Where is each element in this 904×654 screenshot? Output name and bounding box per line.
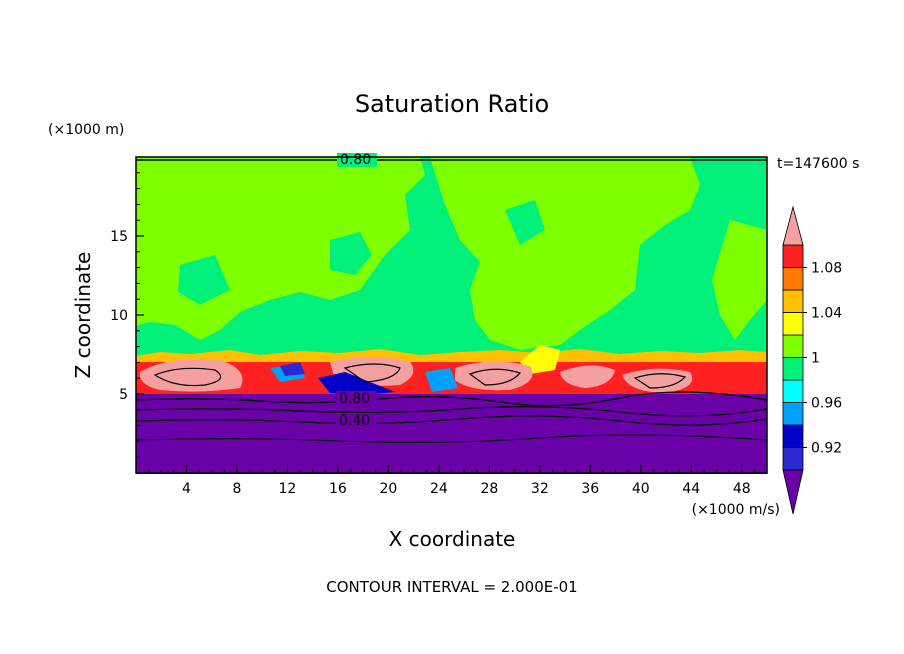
y-axis-ticks: 5 10 15: [110, 172, 144, 458]
upper-region-green-island-3: [505, 200, 545, 245]
x-axis-unit: (×1000 m/s): [692, 502, 780, 518]
x-tick-label: 40: [632, 481, 650, 497]
colorbar-swatch: [782, 312, 804, 336]
contour-interval-label: CONTOUR INTERVAL = 2.000E-01: [326, 578, 577, 596]
contour-label-low: 0.40: [339, 413, 370, 429]
upper-region-light-green-3: [712, 220, 767, 340]
chart-title: Saturation Ratio: [355, 90, 549, 118]
contour-label-mid: 0.80: [339, 391, 370, 407]
lower-dry-layer: [136, 394, 767, 474]
contour-line-0.80: [135, 391, 768, 407]
colorbar-swatch: [782, 402, 804, 426]
y-tick-label: 10: [110, 308, 128, 324]
x-axis-ticks: 4 8 12 16 20 24 28 32 36 40 44 48: [148, 465, 755, 497]
colorbar-swatch: [782, 334, 804, 358]
x-tick-label: 8: [232, 481, 241, 497]
x-tick-label: 44: [682, 481, 700, 497]
time-label: t=147600 s: [777, 156, 859, 172]
y-tick-label: 15: [110, 229, 128, 245]
dry-patch-1: [318, 372, 395, 395]
dry-patch-4: [280, 362, 305, 376]
upper-region-green-island-2: [178, 255, 230, 305]
colorbar-swatch: [782, 447, 804, 471]
x-tick-label: 16: [329, 481, 347, 497]
colorbar-lower-arrow: [782, 469, 804, 515]
colorbar-tick-label: 0.92: [811, 441, 842, 457]
cloud-blob-4: [560, 365, 615, 388]
contour-label-bg-mid: [336, 391, 376, 405]
dry-patch-3: [425, 368, 458, 392]
contour-line-0.20: [135, 434, 768, 443]
plot-area: 0.80 0.80 0.40: [135, 152, 768, 474]
colorbar-swatch: [782, 357, 804, 381]
x-tick-label: 28: [480, 481, 498, 497]
x-tick-label: 4: [182, 481, 191, 497]
upper-region-green-island-4: [710, 160, 767, 210]
contour-line-cloud: [153, 363, 687, 389]
colorbar-swatch: [782, 379, 804, 403]
x-tick-label: 20: [379, 481, 397, 497]
contour-line-0.60: [135, 406, 768, 417]
y-axis-title: Z coordinate: [71, 252, 95, 379]
contour-label-top: 0.80: [340, 152, 371, 168]
cloud-blob-1: [139, 358, 243, 392]
x-axis-title: X coordinate: [389, 527, 516, 551]
y-axis-unit: (×1000 m): [48, 122, 124, 138]
colorbar-tick-label: 1: [811, 351, 820, 367]
colorbar: 0.92 0.96 1 1.04 1.08: [782, 205, 842, 515]
x-tick-label: 24: [430, 481, 448, 497]
y-tick-label: 5: [119, 387, 128, 403]
x-tick-label: 32: [531, 481, 549, 497]
cloud-layer-upper-edge: [136, 349, 767, 362]
colorbar-tick-label: 1.04: [811, 306, 842, 322]
colorbar-swatch: [782, 424, 804, 448]
colorbar-tick-label: 0.96: [811, 396, 842, 412]
colorbar-tick-label: 1.08: [811, 261, 842, 277]
colorbar-swatch: [782, 267, 804, 291]
upper-region-light-green-2: [430, 157, 700, 350]
contour-label-bg-low: [336, 413, 376, 427]
x-tick-label: 36: [581, 481, 599, 497]
colorbar-swatch: [782, 289, 804, 313]
cloud-blob-3: [455, 361, 533, 391]
contour-line-0.40: [135, 415, 768, 426]
x-tick-label: 48: [733, 481, 751, 497]
upper-region-green-island-1: [330, 232, 372, 275]
x-tick-label: 12: [279, 481, 297, 497]
colorbar-swatch: [782, 244, 804, 268]
colorbar-upper-arrow: [782, 205, 804, 246]
